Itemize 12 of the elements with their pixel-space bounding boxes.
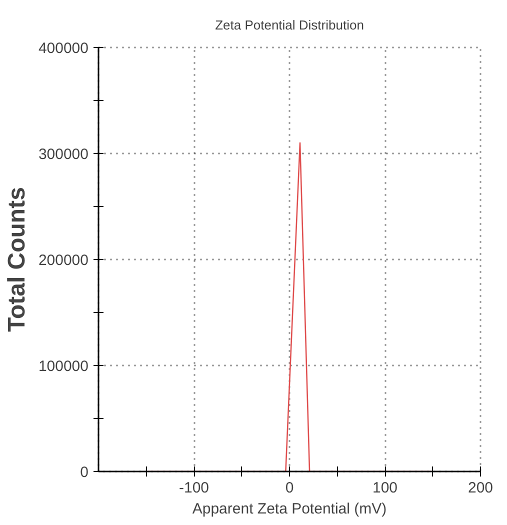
x-tick-label: 0 <box>285 480 294 496</box>
y-tick-label: 400000 <box>38 40 89 57</box>
x-tick-label: -100 <box>178 480 210 496</box>
y-axis-title: Total Counts <box>3 187 30 332</box>
y-tick-label: 0 <box>80 464 88 481</box>
y-tick-label: 200000 <box>38 252 89 269</box>
x-tick-label: 200 <box>468 480 494 496</box>
x-axis-title: Apparent Zeta Potential (mV) <box>192 500 387 518</box>
y-tick-label: 100000 <box>38 358 89 375</box>
x-tick-label: 100 <box>372 480 398 496</box>
y-tick-label: 300000 <box>38 146 89 163</box>
chart-title: Zeta Potential Distribution <box>215 18 364 32</box>
